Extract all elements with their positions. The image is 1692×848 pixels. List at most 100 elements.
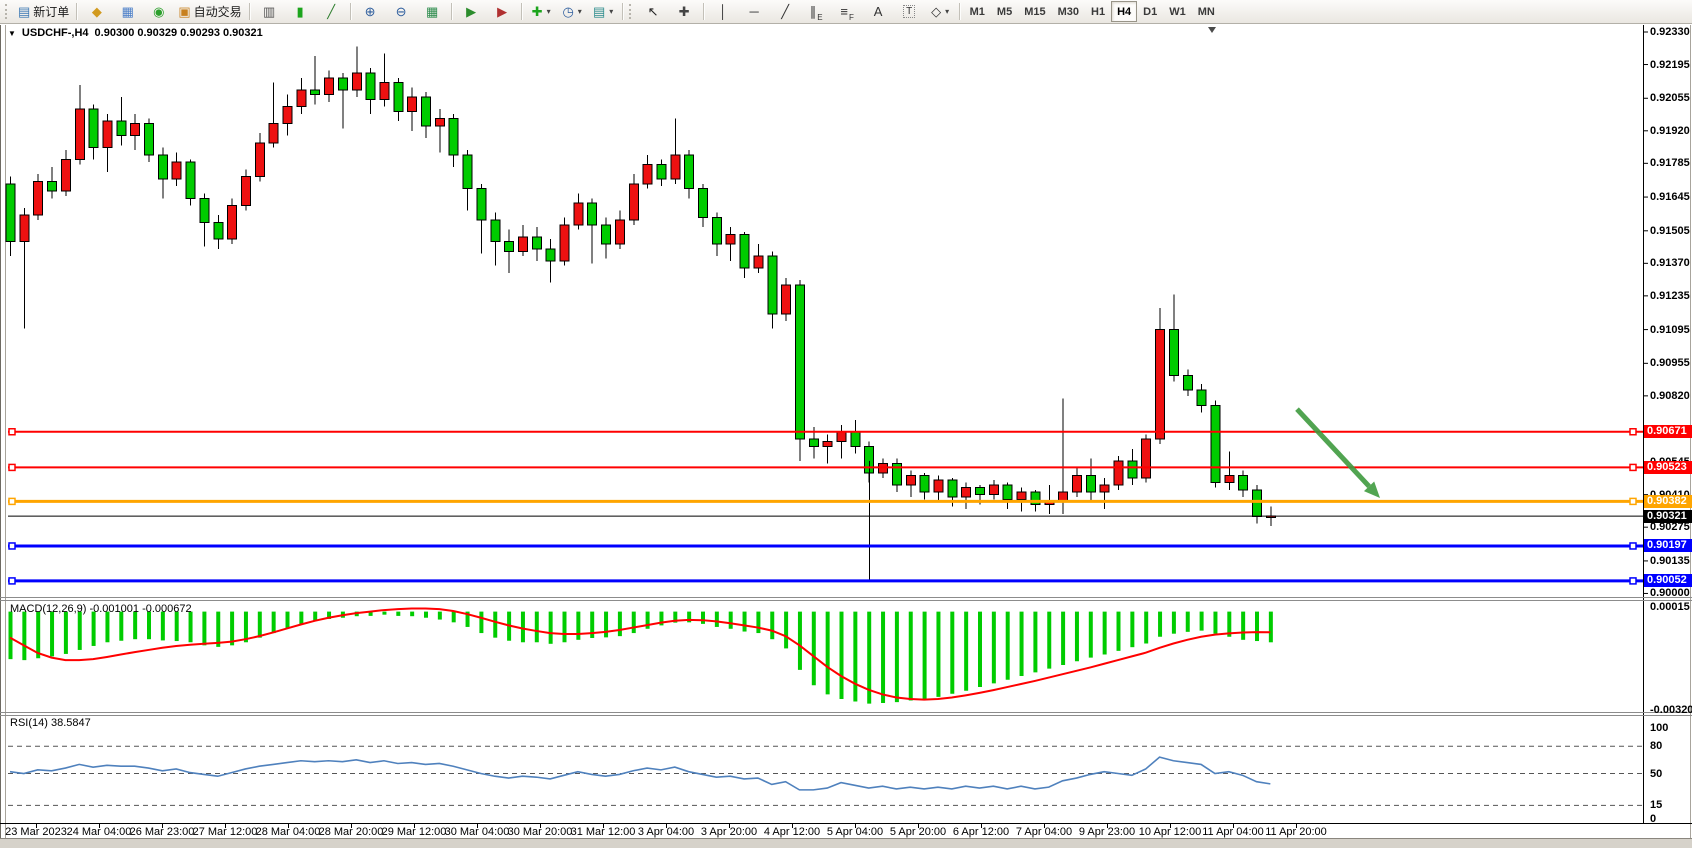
new-order-icon: ▤ xyxy=(18,4,31,19)
chart-shift-marker[interactable] xyxy=(1208,27,1216,33)
timeframe-d1-button[interactable]: D1 xyxy=(1143,5,1158,18)
time-axis-label: 24 Mar 04:00 xyxy=(66,826,132,838)
time-axis-label: 4 Apr 12:00 xyxy=(763,826,821,838)
chevron-down-icon[interactable]: ▾ xyxy=(546,7,551,16)
new-order-button[interactable]: ▤ 新订单 xyxy=(14,0,73,23)
toolbar-separator xyxy=(621,3,624,20)
indicators-button[interactable]: ✚ ▾ xyxy=(526,0,557,23)
rsi-scale-tick: 0 xyxy=(1650,813,1657,825)
price-tick: 0.90820 xyxy=(1650,389,1690,402)
time-axis-label: 3 Apr 04:00 xyxy=(637,826,695,838)
auto-scroll-icon: ▶ xyxy=(466,4,477,19)
time-axis-label: 27 Mar 12:00 xyxy=(192,826,258,838)
timeframe-h4-button[interactable]: H4 xyxy=(1111,1,1138,22)
timeframe-h1-button[interactable]: H1 xyxy=(1091,5,1106,18)
zoom-in-button[interactable]: ⊕ xyxy=(355,0,386,23)
price-tick: 0.92055 xyxy=(1650,92,1690,105)
price-tick: 0.91785 xyxy=(1650,157,1690,170)
market-watch-button[interactable]: ◆ xyxy=(81,0,112,23)
timeframe-m5-button[interactable]: M5 xyxy=(996,5,1013,18)
price-line-label: 0.90671 xyxy=(1644,425,1692,439)
time-axis-label: 9 Apr 23:00 xyxy=(1078,826,1136,838)
candlestick-button[interactable]: ▮ xyxy=(285,0,316,23)
toolbar-separator xyxy=(450,3,453,20)
price-line-label: 0.90052 xyxy=(1644,574,1692,588)
trendline-button[interactable]: ╱ xyxy=(770,0,801,23)
clock-icon: ◷ xyxy=(562,4,574,19)
vertical-line-icon: │ xyxy=(719,4,728,19)
time-axis-label: 10 Apr 12:00 xyxy=(1138,826,1202,838)
tile-windows-icon: ▦ xyxy=(425,4,439,19)
window-bottom-frame xyxy=(0,838,1692,848)
rsi-scale-tick: 15 xyxy=(1650,799,1663,812)
toolbar-separator xyxy=(349,3,352,20)
price-line-label: 0.90523 xyxy=(1644,460,1692,474)
time-axis-label: 28 Mar 04:00 xyxy=(255,826,321,838)
bar-chart-button[interactable]: ▥ xyxy=(254,0,285,23)
price-tick: 0.90955 xyxy=(1650,357,1690,370)
price-tick: 0.90275 xyxy=(1650,521,1690,534)
toolbar-grip[interactable] xyxy=(5,4,10,19)
horizontal-line-button[interactable]: ─ xyxy=(739,0,770,23)
timeframe-m15-button[interactable]: M15 xyxy=(1024,5,1046,18)
chevron-down-icon[interactable]: ▾ xyxy=(609,7,614,16)
trendline-icon: ╱ xyxy=(781,4,790,19)
timeframe-m30-button[interactable]: M30 xyxy=(1057,5,1079,18)
text-label-icon: T xyxy=(903,5,916,18)
chart-shift-button[interactable]: ▶ xyxy=(487,0,518,23)
fibonacci-icon: ≡ xyxy=(840,4,848,19)
timeframe-w1-button[interactable]: W1 xyxy=(1169,5,1186,18)
templates-button[interactable]: ▤ ▾ xyxy=(588,0,619,23)
zoom-out-icon: ⊖ xyxy=(395,4,407,19)
chevron-down-icon[interactable]: ▼ xyxy=(8,28,16,38)
timeframe-mn-button[interactable]: MN xyxy=(1197,5,1215,18)
time-axis-label: 7 Apr 04:00 xyxy=(1015,826,1073,838)
symbol-period-label: USDCHF-,H4 xyxy=(21,27,89,39)
chart-canvas[interactable] xyxy=(0,25,1692,848)
toolbar-separator xyxy=(76,3,79,20)
chart-window-button[interactable]: ▦ xyxy=(112,0,143,23)
crosshair-button[interactable]: ✚ xyxy=(669,0,700,23)
text-button[interactable]: A xyxy=(863,0,894,23)
chevron-down-icon[interactable]: ▾ xyxy=(577,7,582,16)
price-tick: 0.91095 xyxy=(1650,323,1690,336)
periods-button[interactable]: ◷ ▾ xyxy=(557,0,588,23)
line-chart-button[interactable]: ╱ xyxy=(316,0,347,23)
fibonacci-button[interactable]: ≡ F xyxy=(832,0,863,23)
auto-trading-icon: ▣ xyxy=(178,4,191,19)
time-axis-label: 3 Apr 20:00 xyxy=(700,826,758,838)
indicators-icon: ✚ xyxy=(531,4,543,19)
time-axis-label: 23 Mar 2023 xyxy=(5,826,67,838)
shapes-button[interactable]: ◇ ▾ xyxy=(925,0,956,23)
tile-windows-button[interactable]: ▦ xyxy=(417,0,448,23)
toolbar-separator xyxy=(248,3,251,20)
price-line-label: 0.90382 xyxy=(1644,494,1692,508)
time-axis-label: 30 Mar 04:00 xyxy=(444,826,510,838)
auto-scroll-button[interactable]: ▶ xyxy=(456,0,487,23)
shapes-icon: ◇ xyxy=(931,4,942,19)
text-label-button[interactable]: T xyxy=(894,0,925,23)
chart-title: ▼ USDCHF-,H4 0.90300 0.90329 0.90293 0.9… xyxy=(8,27,263,39)
macd-indicator-label: MACD(12,26,9) -0.001001 -0.000672 xyxy=(10,603,192,615)
chart-window[interactable]: ▼ USDCHF-,H4 0.90300 0.90329 0.90293 0.9… xyxy=(0,25,1692,848)
ohlc-values: 0.90300 0.90329 0.90293 0.90321 xyxy=(94,27,263,39)
toolbar-separator xyxy=(958,3,961,20)
fibonacci-icon-sub: F xyxy=(848,13,854,22)
cursor-button[interactable]: ↖ xyxy=(638,0,669,23)
signal-icon: ◉ xyxy=(153,4,165,19)
toolbar-grip[interactable] xyxy=(628,4,634,19)
time-axis-label: 5 Apr 04:00 xyxy=(826,826,884,838)
signals-button[interactable]: ◉ xyxy=(143,0,174,23)
time-axis-label: 30 Mar 20:00 xyxy=(507,826,573,838)
channel-button[interactable]: ∥ E xyxy=(801,0,832,23)
chevron-down-icon[interactable]: ▾ xyxy=(945,7,950,16)
toolbar-separator xyxy=(702,3,705,20)
vertical-line-button[interactable]: │ xyxy=(708,0,739,23)
price-tick: 0.91370 xyxy=(1650,257,1690,270)
new-order-button-label: 新订单 xyxy=(33,5,70,19)
crosshair-icon: ✚ xyxy=(678,4,690,19)
rsi-indicator-label: RSI(14) 38.5847 xyxy=(10,717,91,729)
zoom-out-button[interactable]: ⊖ xyxy=(386,0,417,23)
auto-trading-button[interactable]: ▣ 自动交易 xyxy=(174,0,245,23)
timeframe-m1-button[interactable]: M1 xyxy=(969,5,985,18)
